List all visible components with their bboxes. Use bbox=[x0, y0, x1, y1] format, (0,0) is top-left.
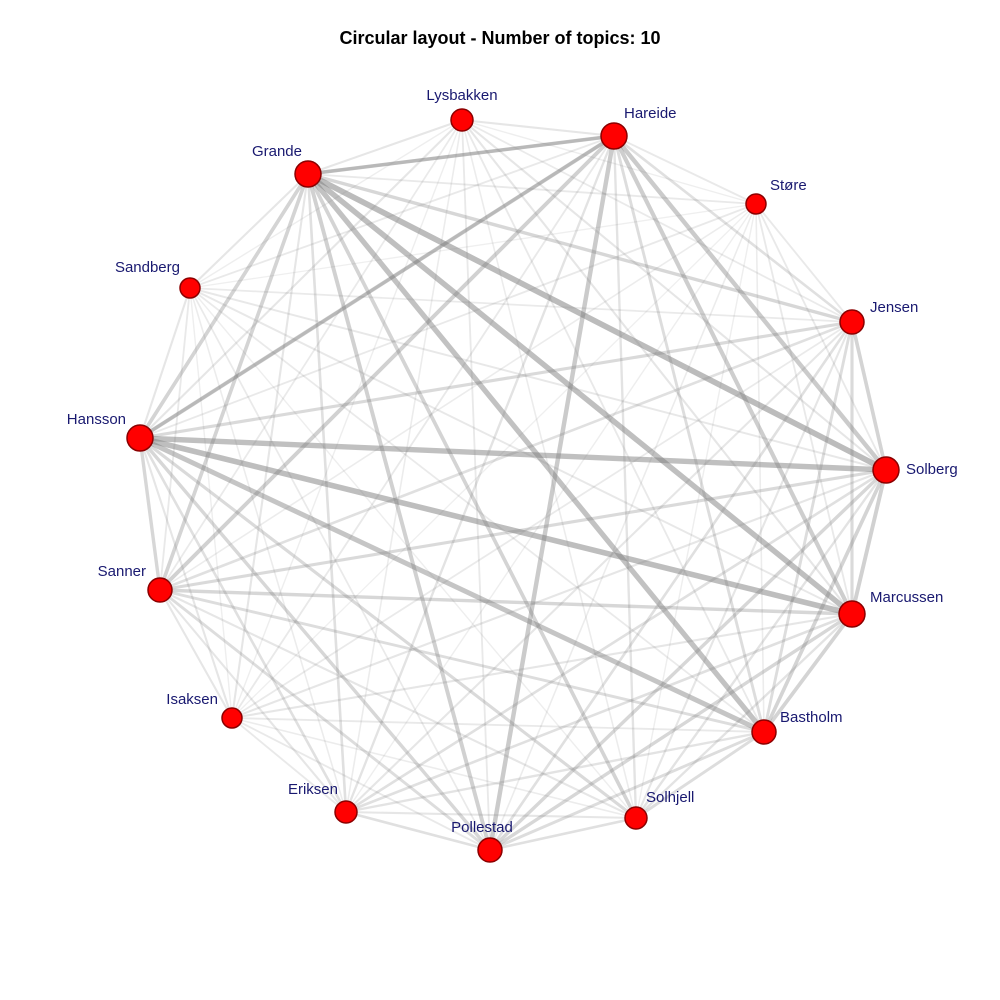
edge bbox=[614, 136, 852, 322]
edge bbox=[346, 812, 636, 818]
edge bbox=[462, 120, 852, 322]
label-sanner: Sanner bbox=[98, 563, 146, 580]
node-hareide bbox=[601, 123, 627, 149]
node-lysbakken bbox=[451, 109, 473, 131]
node-solberg bbox=[873, 457, 899, 483]
edge bbox=[462, 120, 636, 818]
edge bbox=[462, 120, 886, 470]
node-store bbox=[746, 194, 766, 214]
node-sanner bbox=[148, 578, 172, 602]
edge bbox=[308, 136, 614, 174]
edge bbox=[160, 470, 886, 590]
node-sandberg bbox=[180, 278, 200, 298]
node-hansson bbox=[127, 425, 153, 451]
edge bbox=[140, 322, 852, 438]
label-bastholm: Bastholm bbox=[780, 709, 843, 726]
label-isaksen: Isaksen bbox=[166, 691, 218, 708]
edge bbox=[308, 174, 886, 470]
edge bbox=[140, 136, 614, 438]
node-jensen bbox=[840, 310, 864, 334]
edge bbox=[160, 590, 636, 818]
network-graph: Lysbakken Hareide Støre Jensen Solberg Marcus… bbox=[0, 0, 1000, 1000]
edge bbox=[308, 174, 852, 322]
edge bbox=[160, 322, 852, 590]
edge bbox=[462, 120, 614, 136]
edge bbox=[614, 136, 636, 818]
edge bbox=[308, 174, 490, 850]
node-grande bbox=[295, 161, 321, 187]
node-eriksen bbox=[335, 801, 357, 823]
edges-layer bbox=[140, 120, 886, 850]
edge bbox=[190, 288, 490, 850]
label-eriksen: Eriksen bbox=[288, 781, 338, 798]
label-sandberg: Sandberg bbox=[115, 259, 180, 276]
label-hareide: Hareide bbox=[624, 105, 677, 122]
label-solberg: Solberg bbox=[906, 461, 958, 478]
label-grande: Grande bbox=[252, 143, 302, 160]
node-isaksen bbox=[222, 708, 242, 728]
edge bbox=[756, 204, 764, 732]
node-solhjell bbox=[625, 807, 647, 829]
label-marcussen: Marcussen bbox=[870, 589, 943, 606]
label-hansson: Hansson bbox=[67, 411, 126, 428]
edge bbox=[190, 174, 308, 288]
edge bbox=[490, 614, 852, 850]
node-bastholm bbox=[752, 720, 776, 744]
label-pollestad: Pollestad bbox=[451, 819, 513, 836]
edge bbox=[140, 438, 636, 818]
label-store: Støre bbox=[770, 177, 807, 194]
label-jensen: Jensen bbox=[870, 299, 918, 316]
label-solhjell: Solhjell bbox=[646, 789, 694, 806]
label-lysbakken: Lysbakken bbox=[426, 87, 497, 104]
node-pollestad bbox=[478, 838, 502, 862]
node-marcussen bbox=[839, 601, 865, 627]
